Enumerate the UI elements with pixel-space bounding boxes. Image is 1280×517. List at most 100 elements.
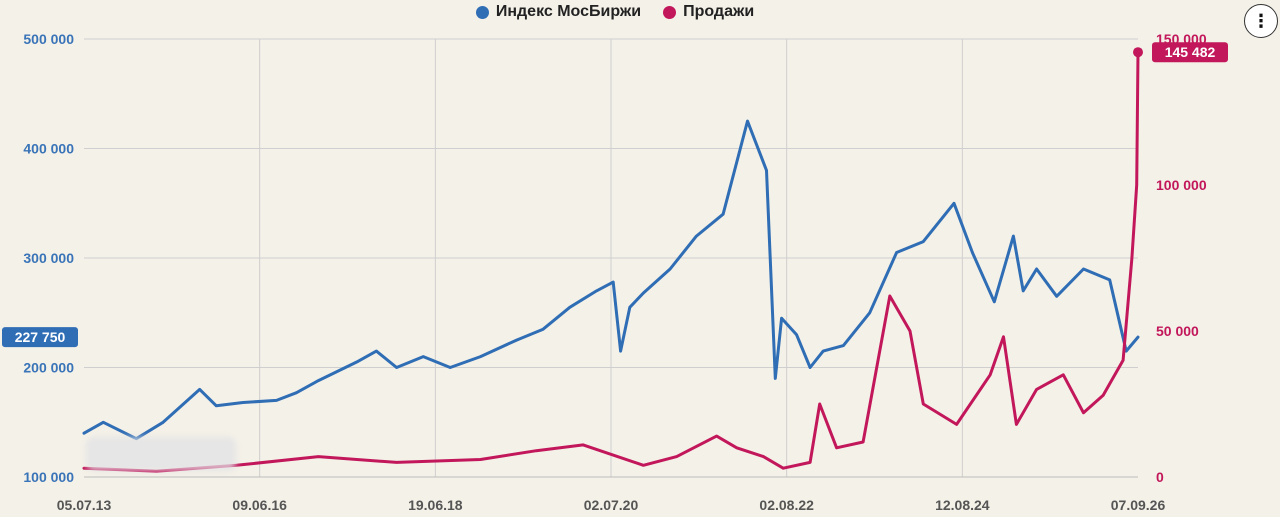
index-data-point <box>1108 278 1111 282</box>
sales-data-point <box>1035 388 1038 391</box>
x-tick-label: 02.07.20 <box>584 497 639 513</box>
index-data-point <box>515 338 518 342</box>
sales-data-point <box>808 461 812 464</box>
index-data-point <box>993 300 996 303</box>
index-data-point <box>355 360 358 364</box>
sales-data-point <box>1015 423 1018 426</box>
index-data-point <box>82 432 86 435</box>
blurred-watermark <box>86 437 236 471</box>
sales-data-point <box>908 329 912 333</box>
index-data-point <box>198 388 201 391</box>
index-data-point <box>822 349 825 353</box>
legend-label-sales: Продажи <box>683 3 755 20</box>
legend-dot-sales <box>663 5 677 19</box>
index-data-point <box>317 379 320 382</box>
sales-data-point <box>735 446 738 449</box>
x-tick-label: 07.09.26 <box>1111 497 1166 513</box>
sales-data-point <box>395 461 398 464</box>
index-data-point <box>568 306 572 309</box>
chart-legend: Индекс МосБиржи Продажи <box>0 3 1230 21</box>
index-data-point <box>595 289 598 293</box>
y-right-tick-label: 100 000 <box>1156 177 1207 193</box>
index-data-point <box>395 366 398 369</box>
index-data-point <box>479 355 482 358</box>
index-data-point <box>1136 335 1140 339</box>
sales-data-point <box>781 467 785 470</box>
index-data-point <box>161 421 165 424</box>
index-current-value-badge <box>2 327 78 348</box>
index-data-point <box>746 119 749 123</box>
sales-current-value-label: 145 482 <box>1165 44 1216 60</box>
sales-data-point <box>642 464 645 467</box>
sales-data-point <box>1135 183 1138 187</box>
index-data-point <box>628 306 632 309</box>
y-left-tick-label: 100 000 <box>23 469 74 485</box>
x-tick-label: 02.08.22 <box>759 497 814 513</box>
sales-data-point <box>535 449 538 452</box>
legend-item-sales[interactable]: Продажи <box>663 3 754 21</box>
sales-data-point <box>1130 256 1134 260</box>
sales-data-point <box>955 423 958 426</box>
index-data-point <box>765 169 768 172</box>
x-tick-label: 09.06.16 <box>232 497 287 513</box>
legend-item-index[interactable]: Индекс МосБиржи <box>475 3 642 21</box>
index-data-point <box>842 344 845 347</box>
sales-data-point <box>762 455 765 458</box>
sales-data-point <box>922 402 925 406</box>
index-data-point <box>1082 267 1085 271</box>
index-data-point <box>895 251 898 254</box>
sales-data-point <box>861 440 865 444</box>
index-data-point <box>1022 289 1025 293</box>
sales-data-point <box>317 455 320 458</box>
index-data-point <box>1055 295 1058 298</box>
sales-data-point <box>1062 373 1065 376</box>
sales-data-point <box>581 443 585 447</box>
sales-data-point <box>818 402 821 406</box>
sales-end-marker <box>1133 47 1143 58</box>
index-data-point <box>102 421 105 424</box>
x-tick-label: 19.06.18 <box>408 497 463 513</box>
index-data-point <box>275 399 278 402</box>
index-data-point <box>971 251 974 254</box>
sales-data-point <box>715 434 718 438</box>
legend-dot-index <box>475 5 489 19</box>
sales-data-point <box>675 455 678 458</box>
index-data-point <box>449 366 452 369</box>
sales-data-point <box>479 458 482 461</box>
index-data-point <box>541 327 545 331</box>
vertical-dots-icon: ⋮ <box>1252 10 1270 31</box>
y-right-tick-label: 0 <box>1156 469 1164 485</box>
sales-current-value-badge <box>1152 42 1228 63</box>
index-data-point <box>774 377 777 380</box>
index-data-point <box>695 234 698 238</box>
legend-label-index: Индекс МосБиржи <box>495 3 642 20</box>
x-tick-label: 05.07.13 <box>57 497 112 513</box>
index-data-point <box>1012 234 1015 238</box>
index-data-point <box>1035 267 1038 271</box>
index-data-point <box>619 349 622 353</box>
sales-data-point <box>1082 411 1085 414</box>
y-left-tick-label: 300 000 <box>23 250 74 266</box>
index-data-point <box>375 349 378 353</box>
more-options-button[interactable]: ⋮ <box>1244 4 1278 38</box>
index-data-point <box>868 311 871 314</box>
sales-data-point <box>835 446 838 449</box>
index-data-point <box>795 333 798 336</box>
sales-data-point <box>1002 335 1005 339</box>
index-data-point <box>922 240 925 243</box>
index-data-point <box>1124 349 1128 353</box>
y-left-tick-label: 200 000 <box>23 360 74 376</box>
sales-data-point <box>888 294 892 298</box>
index-data-point <box>215 404 218 408</box>
y-left-tick-label: 500 000 <box>23 31 74 47</box>
index-data-point <box>952 202 956 205</box>
index-data-point <box>721 213 725 216</box>
y-left-tick-label: 400 000 <box>23 141 74 157</box>
index-data-point <box>611 280 615 284</box>
sales-data-point <box>235 464 238 467</box>
y-right-tick-label: 50 000 <box>1156 323 1199 339</box>
sales-data-point <box>82 467 86 470</box>
index-current-value-label: 227 750 <box>15 329 66 345</box>
x-tick-label: 12.08.24 <box>935 497 990 513</box>
